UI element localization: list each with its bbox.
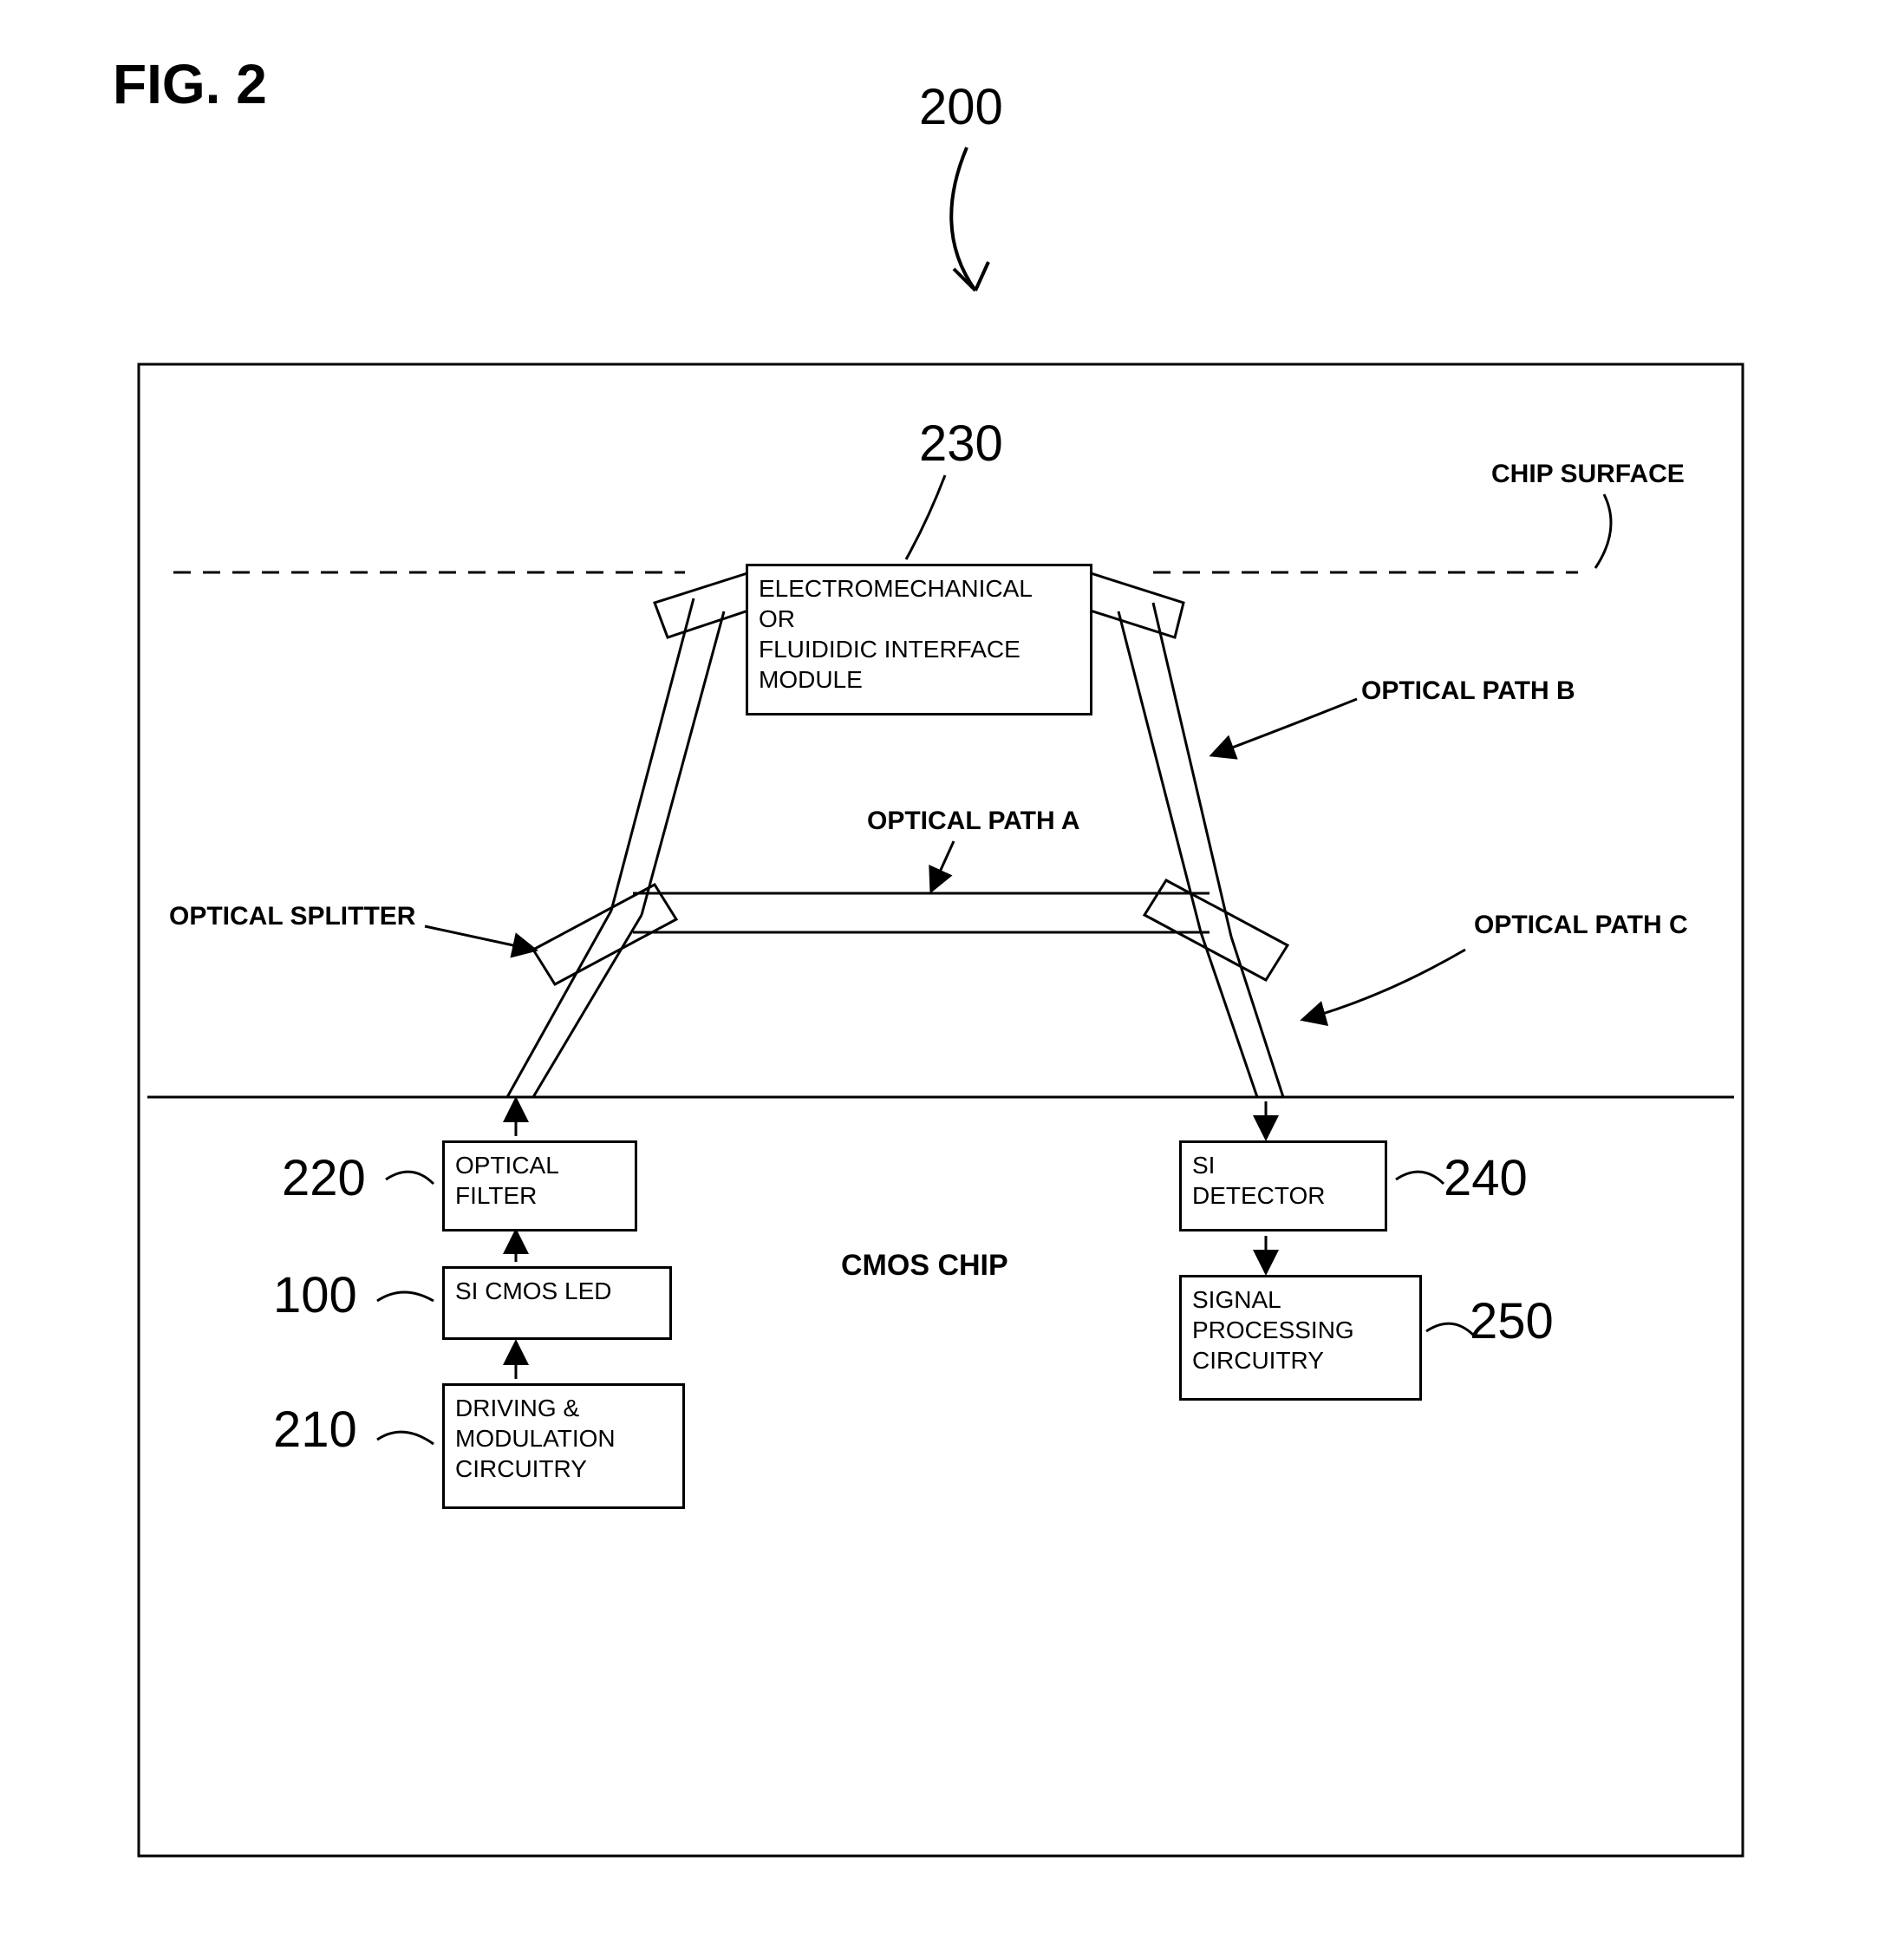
ref-240: 240 (1444, 1149, 1528, 1207)
detector-block: SI DETECTOR (1179, 1140, 1387, 1232)
diagram-svg (35, 35, 1869, 1925)
ref-100: 100 (273, 1266, 357, 1324)
si-cmos-led-block: SI CMOS LED (442, 1266, 672, 1340)
interface-module-line2: OR (759, 604, 1079, 634)
signal-line2: PROCESSING (1192, 1315, 1409, 1345)
driver-line2: MODULATION (455, 1423, 672, 1454)
optical-path-c-label: OPTICAL PATH C (1474, 911, 1688, 940)
optical-filter-block: OPTICAL FILTER (442, 1140, 637, 1232)
driver-block: DRIVING & MODULATION CIRCUITRY (442, 1383, 685, 1509)
optical-filter-line1: OPTICAL (455, 1150, 624, 1180)
detector-line1: SI (1192, 1150, 1374, 1180)
ref-main-200: 200 (919, 78, 1003, 136)
driver-line1: DRIVING & (455, 1393, 672, 1423)
interface-module-block: ELECTROMECHANICAL OR FLUIDIDIC INTERFACE… (746, 564, 1092, 715)
ref-220: 220 (282, 1149, 366, 1207)
si-cmos-led-text: SI CMOS LED (455, 1276, 659, 1306)
optical-splitter-label: OPTICAL SPLITTER (169, 902, 415, 931)
optical-path-b-label: OPTICAL PATH B (1361, 676, 1575, 706)
interface-module-line1: ELECTROMECHANICAL (759, 573, 1079, 604)
signal-processing-block: SIGNAL PROCESSING CIRCUITRY (1179, 1275, 1422, 1401)
figure-page: FIG. 2 200 (35, 35, 1869, 1925)
figure-title: FIG. 2 (113, 52, 267, 116)
signal-line1: SIGNAL (1192, 1284, 1409, 1315)
ref-250: 250 (1470, 1292, 1554, 1350)
signal-line3: CIRCUITRY (1192, 1345, 1409, 1375)
chip-surface-label: CHIP SURFACE (1491, 460, 1685, 489)
ref-230: 230 (919, 415, 1003, 473)
detector-line2: DETECTOR (1192, 1180, 1374, 1211)
driver-line3: CIRCUITRY (455, 1454, 672, 1484)
optical-filter-line2: FILTER (455, 1180, 624, 1211)
ref-210: 210 (273, 1401, 357, 1459)
interface-module-line3: FLUIDIDIC INTERFACE (759, 634, 1079, 664)
optical-path-a-label: OPTICAL PATH A (867, 807, 1080, 836)
interface-module-line4: MODULE (759, 664, 1079, 695)
cmos-chip-label: CMOS CHIP (841, 1249, 1008, 1283)
